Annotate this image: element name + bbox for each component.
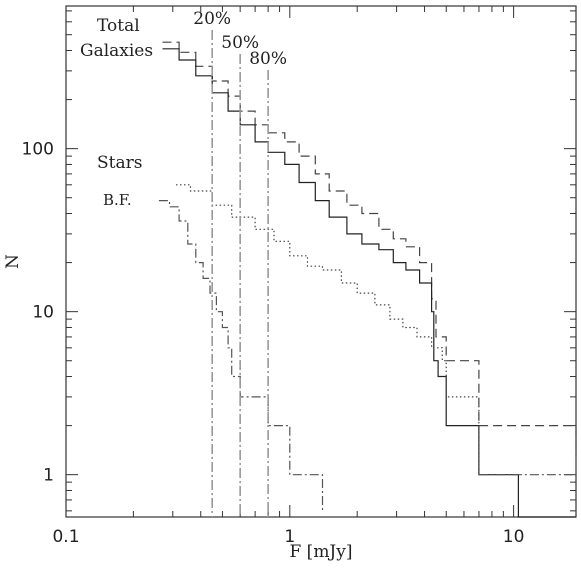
y-tick-label: 10 — [32, 303, 54, 323]
series-layer — [158, 41, 577, 518]
x-tick-label: 1 — [284, 527, 295, 547]
completeness-label: 20% — [193, 9, 231, 29]
y-axis-title: N — [3, 254, 23, 269]
annotation-total: Total — [97, 16, 140, 36]
completeness-lines: 20% 50%80% — [193, 9, 287, 517]
series-b-f — [158, 200, 324, 511]
annotation-stars: Stars — [97, 153, 142, 173]
x-axis-title: F [mJy] — [289, 542, 352, 562]
completeness-label: 80% — [249, 49, 287, 69]
y-tick-label: 100 — [22, 140, 54, 160]
plot-frame — [65, 5, 577, 518]
tick-marks — [65, 6, 576, 517]
series-galaxies — [162, 48, 576, 518]
tick-labels: 0.1 1 10 1 10 100 — [22, 140, 525, 547]
y-tick-label: 1 — [43, 466, 54, 486]
series-b-f-tail — [478, 456, 577, 476]
x-tick-label: 10 — [503, 527, 525, 547]
annotation-galaxies: Galaxies — [80, 41, 153, 61]
annotation-bf: B.F. — [103, 191, 132, 209]
series-total — [162, 41, 577, 457]
completeness-label: 50% — [221, 33, 259, 53]
x-tick-label: 0.1 — [52, 527, 79, 547]
